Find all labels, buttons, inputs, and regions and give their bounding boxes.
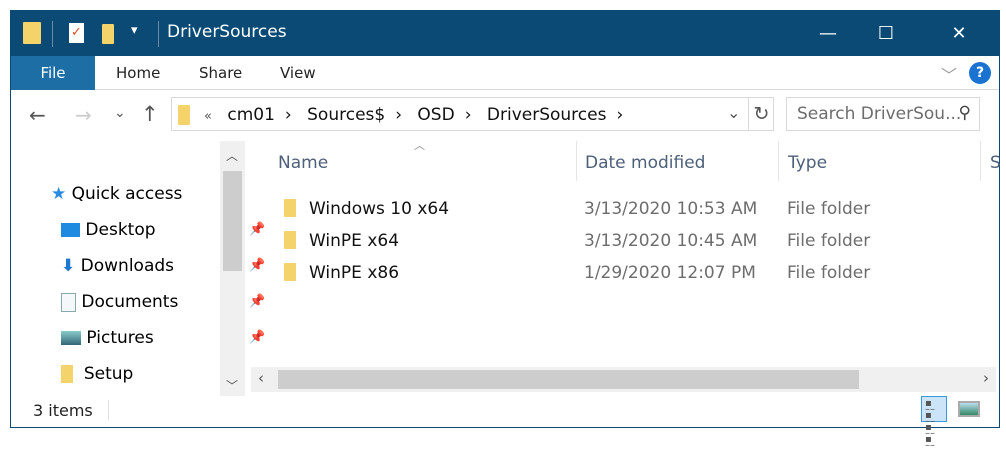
scroll-right-icon[interactable]: › <box>983 369 989 387</box>
file-row[interactable]: WinPE x64 3/13/2020 10:45 AM File folder <box>246 225 976 257</box>
breadcrumb-sep[interactable]: › <box>616 105 624 125</box>
breadcrumb-sep[interactable]: › <box>284 105 292 125</box>
window-title: DriverSources <box>167 22 287 42</box>
sidebar-item-pictures[interactable]: Pictures 📌 <box>61 320 265 356</box>
properties-icon[interactable]: ✓ <box>69 23 84 43</box>
sidebar-item-label: Quick access <box>71 184 183 204</box>
sidebar-item-label: Pictures <box>86 328 154 348</box>
file-date: 3/13/2020 10:53 AM <box>584 199 758 219</box>
ribbon: File Home Share View ﹀ ? <box>11 56 999 90</box>
folder-icon <box>178 105 190 125</box>
explorer-window: ✓ ▾ DriverSources — ☐ ✕ File Home Share … <box>10 10 1001 451</box>
navigation-pane: ★ Quick access Desktop 📌 ⬇ Downloads 📌 Doc… <box>11 141 265 396</box>
up-button[interactable]: ↑ <box>141 102 159 126</box>
help-icon[interactable]: ? <box>969 62 991 84</box>
star-icon: ★ <box>51 184 67 204</box>
sidebar-item-documents[interactable]: Documents 📌 <box>61 284 265 320</box>
horizontal-scrollbar[interactable]: ‹ › <box>251 367 996 392</box>
sidebar-item-quick-access[interactable]: ★ Quick access <box>51 176 182 212</box>
scroll-thumb[interactable] <box>223 171 242 271</box>
column-headers: ︿ Name Date modified Type S <box>246 139 1001 181</box>
file-name: WinPE x64 <box>309 231 400 251</box>
scroll-down-icon[interactable]: ﹀ <box>226 379 239 393</box>
scroll-left-icon[interactable]: ‹ <box>258 369 264 387</box>
sidebar-item-label: Setup <box>83 364 134 384</box>
column-size[interactable]: S <box>990 153 1001 173</box>
tab-share[interactable]: Share <box>199 64 243 82</box>
close-button[interactable]: ✕ <box>951 23 967 44</box>
file-type: File folder <box>787 231 871 251</box>
breadcrumb-osd[interactable]: OSD <box>417 105 455 125</box>
search-input[interactable]: Search DriverSou... ⚲ <box>786 97 980 131</box>
documents-icon <box>61 292 76 312</box>
nav-scrollbar[interactable]: ︿ ﹀ <box>220 141 245 396</box>
file-row[interactable]: Windows 10 x64 3/13/2020 10:53 AM File fol… <box>246 193 976 225</box>
search-placeholder: Search DriverSou... <box>797 104 962 124</box>
file-type: File folder <box>787 199 871 219</box>
new-folder-icon[interactable] <box>102 24 114 44</box>
pin-icon: 📌 <box>249 294 266 309</box>
pin-icon: 📌 <box>249 258 266 273</box>
overflow-button[interactable]: « <box>204 109 212 124</box>
sidebar-item-desktop[interactable]: Desktop 📌 <box>61 212 265 248</box>
file-type: File folder <box>787 263 871 283</box>
expand-ribbon-icon[interactable]: ﹀ <box>940 66 957 85</box>
customize-qat-dropdown[interactable]: ▾ <box>131 23 138 38</box>
forward-button[interactable]: → <box>75 103 92 127</box>
tab-file[interactable]: File <box>11 56 95 90</box>
sidebar-item-label: Documents <box>81 292 179 312</box>
breadcrumb-sources[interactable]: Sources$ <box>307 105 386 125</box>
tab-view[interactable]: View <box>280 64 316 82</box>
folder-icon <box>61 365 73 383</box>
file-name: Windows 10 x64 <box>309 199 450 219</box>
breadcrumb-sep[interactable]: › <box>464 105 472 125</box>
sidebar-item-setup[interactable]: Setup <box>61 356 133 392</box>
address-dropdown[interactable]: ⌄ <box>727 103 741 122</box>
maximize-button[interactable]: ☐ <box>877 23 895 44</box>
file-row[interactable]: WinPE x86 1/29/2020 12:07 PM File folder <box>246 257 976 289</box>
breadcrumb-cm01[interactable]: cm01 <box>227 105 275 125</box>
column-date-modified[interactable]: Date modified <box>585 153 706 173</box>
folder-icon <box>284 231 296 249</box>
scroll-up-icon[interactable]: ︿ <box>226 149 239 163</box>
folder-icon <box>284 263 296 281</box>
download-icon: ⬇ <box>61 256 76 276</box>
pin-icon: 📌 <box>249 222 266 237</box>
column-type[interactable]: Type <box>788 153 828 173</box>
sort-ascending-icon: ︿ <box>414 139 425 152</box>
breadcrumb-sep[interactable]: › <box>395 105 403 125</box>
file-date: 3/13/2020 10:45 AM <box>584 231 758 251</box>
scroll-thumb[interactable] <box>278 370 859 389</box>
search-icon: ⚲ <box>958 103 971 123</box>
sidebar-item-label: Desktop <box>85 220 156 240</box>
minimize-button[interactable]: — <box>819 23 837 44</box>
sidebar-item-label: Downloads <box>80 256 175 276</box>
refresh-button[interactable]: ↻ <box>748 98 774 130</box>
title-bar: ✓ ▾ DriverSources — ☐ ✕ <box>11 11 999 56</box>
recent-locations-button[interactable]: ⌄ <box>114 105 126 121</box>
column-name[interactable]: Name <box>278 153 329 173</box>
file-name: WinPE x86 <box>309 263 400 283</box>
item-count: 3 items <box>33 401 93 420</box>
large-icons-view-button[interactable] <box>958 401 980 417</box>
folder-icon <box>23 22 41 44</box>
back-button[interactable]: ← <box>29 103 46 127</box>
pin-icon: 📌 <box>249 330 266 345</box>
details-view-button[interactable]: ▪ –– ▪ –– ▪ –– ▪ –– <box>921 396 947 451</box>
file-date: 1/29/2020 12:07 PM <box>584 263 756 283</box>
tab-home[interactable]: Home <box>116 64 161 82</box>
folder-icon <box>284 199 296 217</box>
breadcrumb-driversources[interactable]: DriverSources <box>486 105 607 125</box>
sidebar-item-downloads[interactable]: ⬇ Downloads 📌 <box>61 248 265 284</box>
desktop-icon <box>61 223 80 237</box>
pictures-icon <box>61 331 81 345</box>
address-bar[interactable]: « cm01 › Sources$ › OSD › DriverSources › ⌄ … <box>171 97 774 131</box>
